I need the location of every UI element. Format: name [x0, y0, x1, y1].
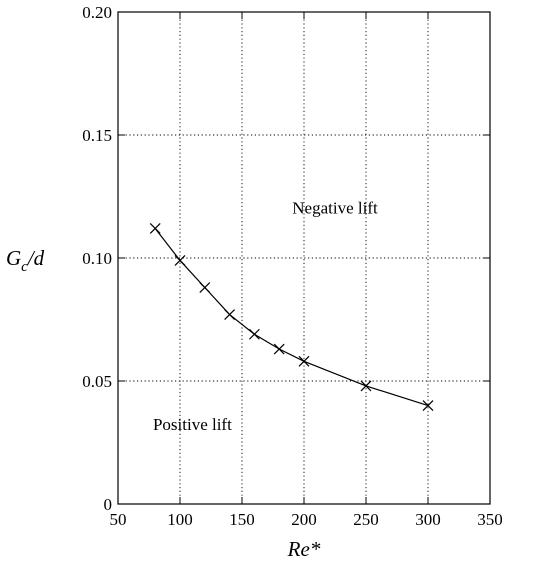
tick-layer: 50 100 150 200 250 300 350 0 0.05 0.10 0.15 0.20 — [82, 3, 503, 529]
y-tick-label: 0 — [104, 495, 113, 514]
annotation-layer: Negative lift Positive lift — [153, 199, 378, 434]
x-tick-label: 100 — [167, 510, 193, 529]
marker-stroke — [174, 255, 186, 266]
data-point-marker — [422, 400, 434, 412]
marker-stroke — [298, 355, 310, 367]
data-point-marker — [360, 380, 372, 392]
x-tick-label: 150 — [229, 510, 255, 529]
data-point-marker — [199, 282, 211, 293]
marker-stroke — [149, 223, 161, 234]
data-point-marker — [273, 343, 285, 355]
series-layer — [149, 223, 434, 412]
x-tick-label: 300 — [415, 510, 441, 529]
y-axis-title-tail: /d — [27, 246, 45, 270]
annotation-label: Positive lift — [153, 415, 232, 434]
x-tick-label: 200 — [291, 510, 317, 529]
y-axis-title-subscript: c — [21, 259, 28, 275]
x-tick-label: 250 — [353, 510, 379, 529]
grid-layer — [118, 12, 490, 504]
y-tick-label: 0.05 — [82, 372, 112, 391]
data-point-marker — [224, 309, 236, 321]
marker-stroke — [224, 309, 236, 321]
y-tick-label: 0.10 — [82, 249, 112, 268]
x-tick-label: 350 — [477, 510, 503, 529]
x-axis-title: Re* — [287, 537, 321, 561]
y-axis-title: Gc/d — [6, 246, 45, 275]
marker-stroke — [199, 282, 211, 293]
x-tick-label: 50 — [110, 510, 127, 529]
data-point-marker — [149, 223, 161, 234]
data-point-marker — [248, 328, 260, 340]
y-axis-title-main: G — [6, 246, 21, 270]
y-tick-label: 0.20 — [82, 3, 112, 22]
series-line — [154, 228, 429, 407]
annotation-label: Negative lift — [292, 199, 378, 218]
marker-stroke — [248, 328, 260, 340]
marker-stroke — [273, 343, 285, 355]
data-point-marker — [174, 255, 186, 266]
marker-stroke — [360, 380, 372, 392]
y-tick-label: 0.15 — [82, 126, 112, 145]
marker-stroke — [422, 400, 434, 412]
data-point-marker — [298, 355, 310, 367]
